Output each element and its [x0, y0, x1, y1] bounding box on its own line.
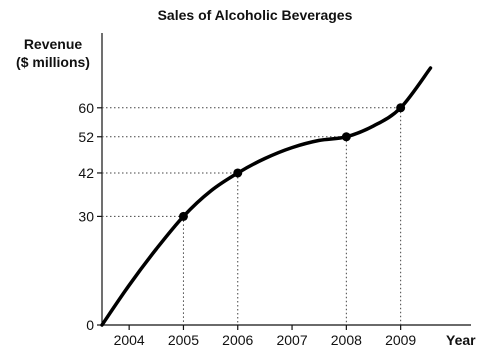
y-tick-label: 60 — [78, 100, 94, 116]
x-tick-label: 2009 — [385, 332, 416, 348]
data-point — [341, 132, 351, 142]
x-tick-label: 2008 — [331, 332, 362, 348]
data-point — [178, 211, 188, 221]
x-tick-label: 2006 — [222, 332, 253, 348]
y-tick-label: 0 — [86, 317, 94, 333]
y-tick-label: 30 — [78, 208, 94, 224]
data-point — [396, 103, 406, 113]
chart-title: Sales of Alcoholic Beverages — [158, 7, 353, 23]
y-axis-label-line-1: Revenue — [24, 36, 83, 52]
data-point — [233, 168, 243, 178]
y-axis-label-line-2: ($ millions) — [16, 54, 90, 70]
y-tick-label: 42 — [78, 165, 94, 181]
revenue-curve — [100, 66, 433, 327]
x-tick-label: 2005 — [168, 332, 199, 348]
y-tick-label: 52 — [78, 129, 94, 145]
x-tick-label: 2004 — [114, 332, 145, 348]
x-tick-label: 2007 — [276, 332, 307, 348]
x-axis-label: Year — [446, 332, 476, 348]
